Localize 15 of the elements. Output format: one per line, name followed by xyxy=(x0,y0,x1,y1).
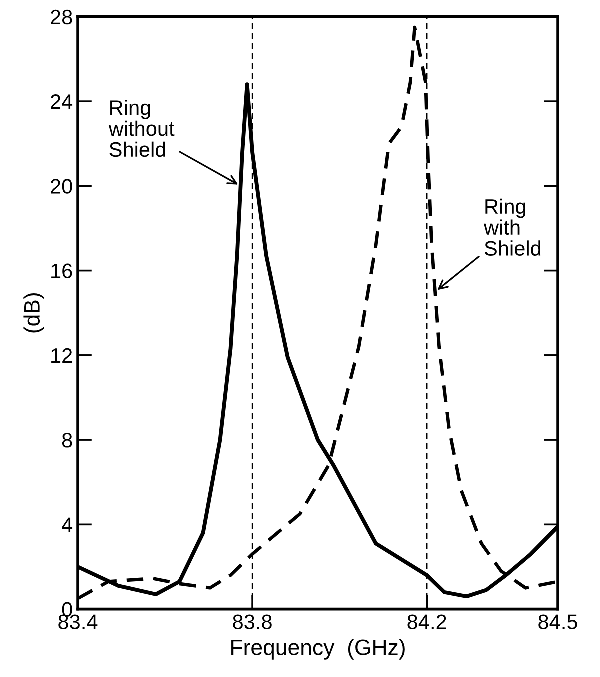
x-tick-label: 84.5 xyxy=(538,614,578,630)
y-tick-label: 16 xyxy=(52,264,72,279)
x-tick-label: 83.8 xyxy=(233,614,272,630)
y-tick-label: 24 xyxy=(51,94,73,110)
x-tick-label: 83.4 xyxy=(58,614,98,630)
annotation: Ring without Shield xyxy=(108,100,175,158)
x-axis-title: Frequency (GHz) xyxy=(232,639,405,660)
y-axis-title: (dB) xyxy=(24,294,44,333)
annotation: Ring with Shield xyxy=(484,198,541,256)
x-tick-label: 84.2 xyxy=(408,614,446,630)
y-tick-label: 12 xyxy=(52,348,72,363)
y-tick-label: 8 xyxy=(62,433,72,448)
y-tick-label: 4 xyxy=(62,518,73,532)
y-tick-label: 20 xyxy=(51,179,72,194)
y-tick-label: 28 xyxy=(51,10,72,25)
